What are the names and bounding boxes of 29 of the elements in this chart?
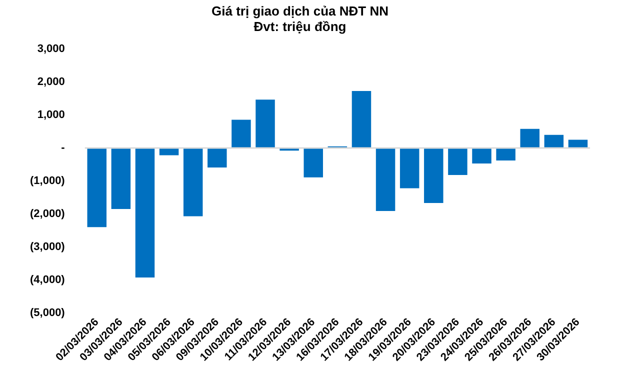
y-tick-label: (1,000)	[30, 175, 66, 187]
bar	[183, 148, 203, 216]
bar	[232, 120, 251, 148]
y-tick-label: 1,000	[37, 109, 65, 122]
bar	[448, 148, 468, 176]
chart-subtitle: Đvt: triệu đồng	[254, 18, 346, 34]
chart-title: Giá trị giao dịch của NĐT NN	[212, 3, 388, 18]
bar	[208, 148, 227, 168]
bar	[376, 148, 396, 211]
bar	[544, 134, 564, 148]
bar	[496, 148, 516, 161]
y-tick-label: (4,000)	[30, 274, 66, 286]
y-tick-label: (2,000)	[30, 208, 66, 220]
y-tick-label: -	[61, 142, 66, 154]
y-tick-label: 3,000	[37, 43, 65, 56]
bar	[111, 148, 131, 209]
y-tick-label: (3,000)	[30, 240, 66, 253]
bar	[424, 148, 444, 204]
bar	[568, 140, 588, 148]
bar	[87, 148, 106, 228]
bar	[352, 91, 372, 148]
bar	[135, 148, 155, 278]
y-tick-label: (5,000)	[30, 306, 66, 319]
bar	[304, 148, 323, 178]
y-tick-label: 2,000	[37, 76, 65, 88]
bar	[520, 128, 540, 148]
bar	[400, 148, 420, 188]
bar	[472, 148, 492, 164]
bar	[256, 100, 275, 148]
